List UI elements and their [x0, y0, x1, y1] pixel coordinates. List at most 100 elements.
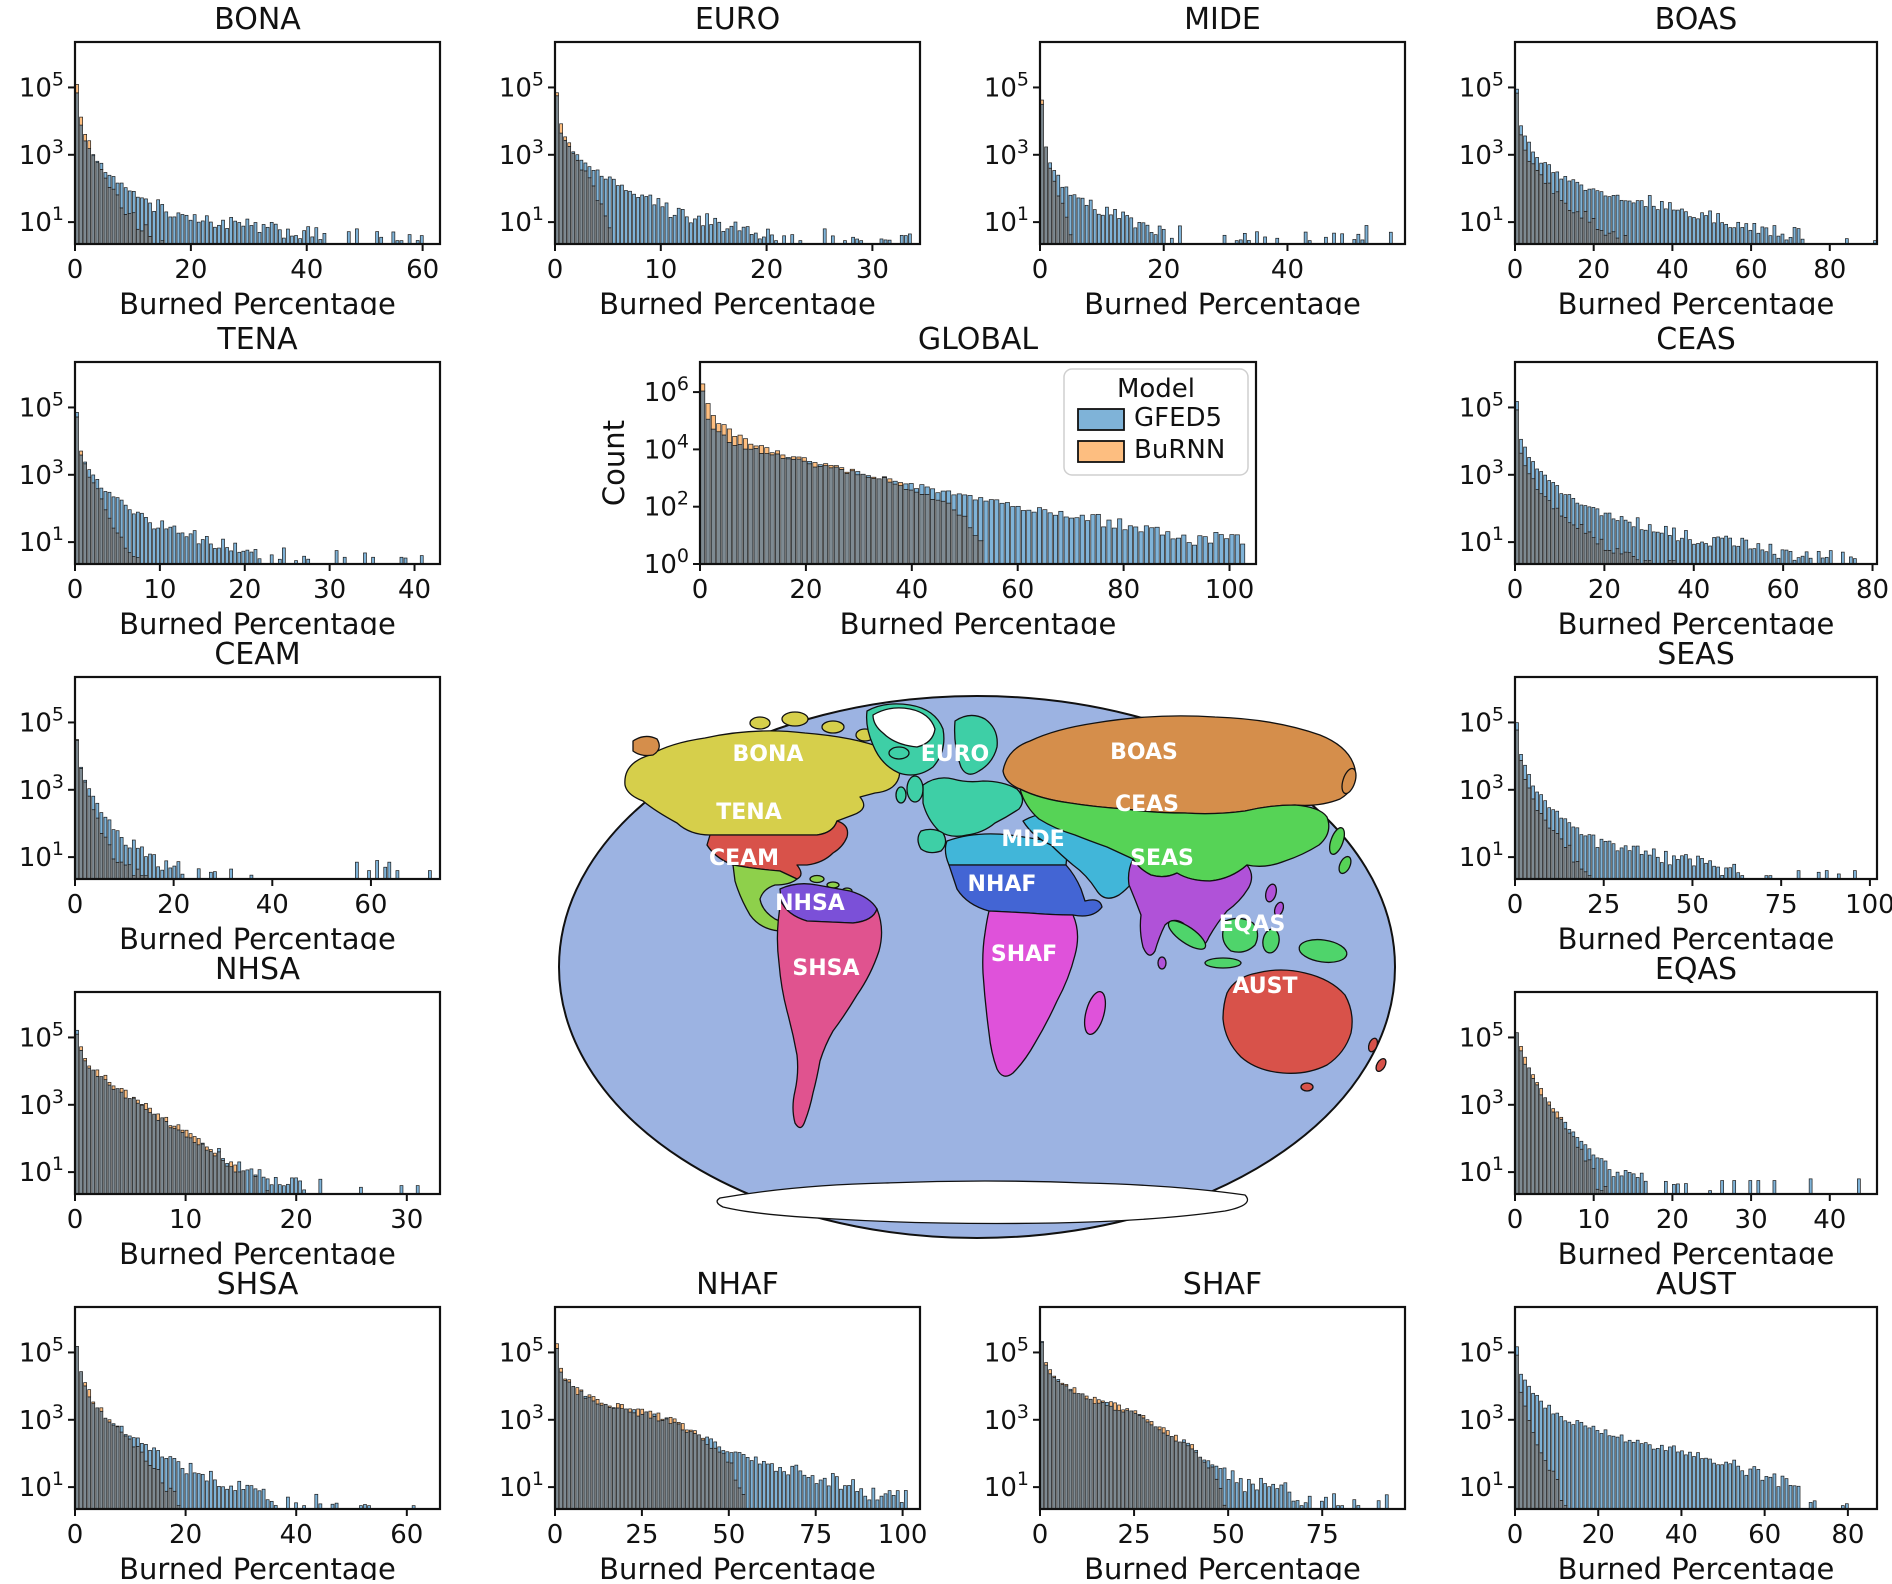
histogram-eqas: 0 10 20 30 40 101 103 105 EQAS Burned Percentage [1459, 952, 1879, 1271]
x-tick-label: 80 [1856, 575, 1889, 605]
y-tick-label: 101 [499, 1468, 544, 1503]
subplot-title: TENA [216, 322, 298, 357]
x-tick-label: 0 [1032, 255, 1049, 285]
x-tick-label: 10 [143, 575, 176, 605]
histogram-nhsa: 0 10 20 30 101 103 105 NHSA Burned Percentage [19, 952, 442, 1271]
map-region-aust [1222, 969, 1353, 1074]
x-tick-label: 0 [1507, 1520, 1524, 1550]
x-tick-label: 20 [789, 575, 822, 605]
x-tick-label: 20 [750, 255, 783, 285]
x-axis-label: Burned Percentage [119, 287, 396, 315]
y-tick-label: 101 [19, 203, 64, 238]
x-tick-label: 75 [1765, 890, 1798, 920]
map-label-nhaf: NHAF [968, 872, 1037, 897]
map-region-nhaf [948, 864, 1103, 917]
x-tick-label: 30 [390, 1205, 423, 1235]
y-tick-label: 103 [19, 456, 64, 491]
x-tick-label: 20 [1582, 1520, 1615, 1550]
y-tick-label: 104 [644, 430, 689, 465]
y-tick-label: 105 [1459, 1018, 1504, 1053]
map-label-ceas: CEAS [1115, 792, 1179, 817]
y-tick-label: 103 [1459, 456, 1504, 491]
x-tick-label: 25 [1118, 1520, 1151, 1550]
x-tick-label: 40 [1271, 255, 1304, 285]
map-label-ceam: CEAM [709, 846, 779, 871]
x-tick-label: 60 [1767, 575, 1800, 605]
y-tick-label: 103 [499, 136, 544, 171]
x-axis-label: Burned Percentage [599, 287, 876, 315]
y-tick-label: 101 [19, 1468, 64, 1503]
subplot-mide: 0 20 40 101 103 105 MIDE Burned Percentage [980, 0, 1420, 321]
x-axis-label: Burned Percentage [119, 922, 396, 950]
world-region-map: BONA TENA CEAM NHSA SHSA EURO BOAS CEAS MIDE SEAS… [555, 693, 1400, 1255]
map-labels: BONA TENA CEAM NHSA SHSA EURO BOAS CEAS MIDE SEAS… [709, 740, 1298, 999]
x-axis-label: Burned Percentage [1558, 607, 1835, 635]
x-tick-label: 0 [547, 1520, 564, 1550]
subplot-title: AUST [1656, 1267, 1737, 1302]
map-region-eqas [1167, 920, 1207, 950]
y-tick-label: 105 [1459, 388, 1504, 423]
x-tick-label: 75 [1306, 1520, 1339, 1550]
y-tick-label: 103 [1459, 771, 1504, 806]
subplot-shsa: 0 20 40 60 101 103 105 SHSA Burned Percentage [15, 1265, 455, 1584]
y-tick-label: 105 [984, 68, 1029, 103]
x-tick-label: 40 [398, 575, 431, 605]
y-tick-label: 101 [984, 203, 1029, 238]
x-tick-label: 20 [157, 890, 190, 920]
x-tick-label: 75 [799, 1520, 832, 1550]
legend-label: GFED5 [1134, 403, 1222, 433]
subplot-title: EQAS [1655, 952, 1737, 987]
map-label-boas: BOAS [1110, 740, 1178, 765]
x-tick-label: 25 [625, 1520, 658, 1550]
y-tick-label: 105 [19, 1333, 64, 1368]
map-label-shsa: SHSA [792, 956, 859, 981]
subplot-title: CEAS [1656, 322, 1735, 357]
subplot-shaf: 0 25 50 75 101 103 105 SHAF Burned Percentage [980, 1265, 1420, 1584]
x-axis-label: Burned Percentage [119, 607, 396, 635]
map-label-aust: AUST [1232, 974, 1297, 999]
legend-swatch-gfed5 [1077, 408, 1125, 431]
subplot-title: SHSA [217, 1267, 299, 1302]
y-tick-label: 105 [19, 388, 64, 423]
y-tick-label: 101 [19, 1153, 64, 1188]
map-label-seas: SEAS [1130, 846, 1194, 871]
x-tick-label: 0 [67, 890, 84, 920]
subplot-title: BOAS [1655, 2, 1738, 37]
x-tick-label: 20 [1588, 575, 1621, 605]
subplot-global: 0 20 40 60 80 100 100 102 104 106 GLOBAL Burned Per… [597, 320, 1310, 641]
histogram-ceas: 0 20 40 60 80 101 103 105 CEAS Burned Percentage [1459, 322, 1889, 641]
y-tick-label: 101 [1459, 1468, 1504, 1503]
x-tick-label: 40 [1656, 255, 1689, 285]
subplot-title: SEAS [1657, 637, 1735, 672]
x-tick-label: 60 [1735, 255, 1768, 285]
x-tick-label: 100 [878, 1520, 928, 1550]
histogram-tena: 0 10 20 30 40 101 103 105 TENA Burned Percentage [19, 322, 442, 641]
map-region-ceas [1019, 788, 1330, 882]
y-tick-label: 101 [1459, 838, 1504, 873]
subplot-tena: 0 10 20 30 40 101 103 105 TENA Burned Percentage [15, 320, 455, 641]
y-tick-label: 101 [19, 838, 64, 873]
subplot-title: NHAF [696, 1267, 779, 1302]
y-tick-label: 103 [984, 136, 1029, 171]
x-tick-label: 0 [1507, 575, 1524, 605]
y-tick-label: 105 [499, 68, 544, 103]
map-region-euro [953, 714, 998, 775]
map-region-shaf [982, 910, 1079, 1077]
map-label-euro: EURO [921, 742, 990, 767]
x-axis-label: Burned Percentage [1558, 287, 1835, 315]
x-tick-label: 60 [406, 255, 439, 285]
y-tick-label: 103 [1459, 136, 1504, 171]
y-tick-label: 103 [1459, 1401, 1504, 1436]
y-tick-label: 102 [644, 488, 689, 523]
subplot-boas: 0 20 40 60 80 101 103 105 BOAS Burned Percentage [1455, 0, 1892, 321]
x-tick-label: 40 [1665, 1520, 1698, 1550]
x-tick-label: 20 [1577, 255, 1610, 285]
subplot-bona: 0 20 40 60 101 103 105 BONA Burned Percentage [15, 0, 455, 321]
map-region-ceam [732, 864, 798, 932]
x-tick-label: 50 [1676, 890, 1709, 920]
histogram-bona: 0 20 40 60 101 103 105 BONA Burned Percentage [19, 2, 442, 321]
map-label-eqas: EQAS [1219, 912, 1286, 937]
histogram-shsa: 0 20 40 60 101 103 105 SHSA Burned Percentage [19, 1267, 442, 1584]
subplot-title: CEAM [214, 637, 300, 672]
histogram-shaf: 0 25 50 75 101 103 105 SHAF Burned Percentage [984, 1267, 1407, 1584]
